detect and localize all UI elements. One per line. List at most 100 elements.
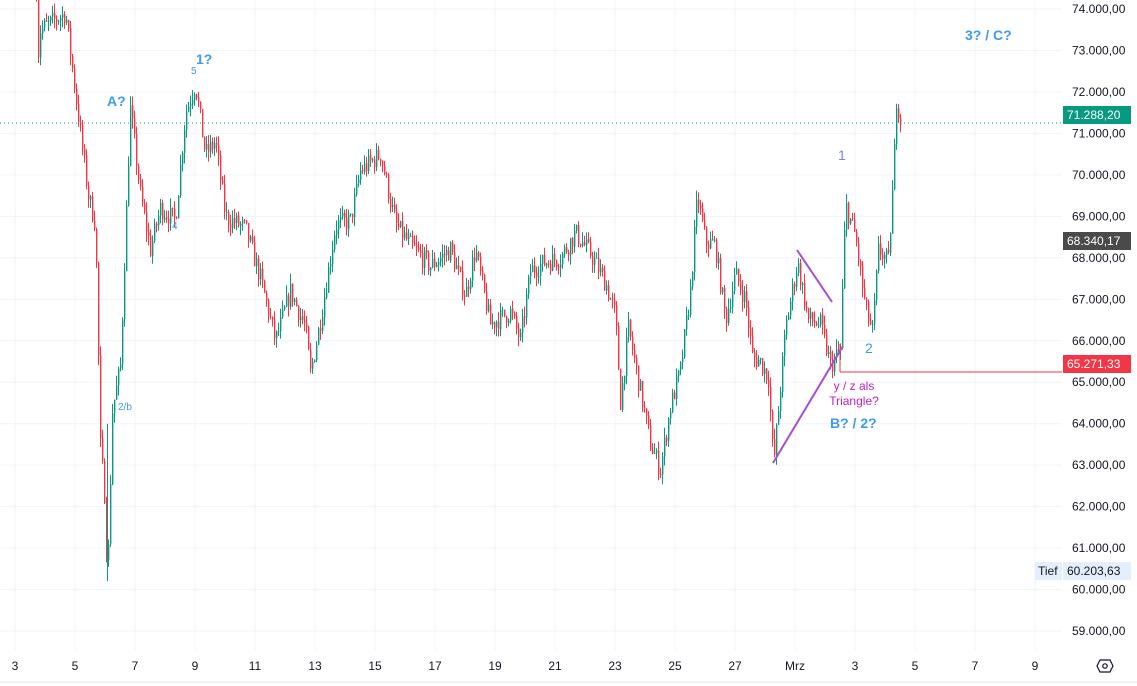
candle-down <box>88 185 90 200</box>
annotation-4[interactable]: 4 <box>172 221 178 232</box>
candle-up <box>330 263 332 267</box>
candle-up <box>192 99 194 104</box>
triangle-upper-line[interactable] <box>796 249 833 303</box>
candle-up <box>62 13 64 18</box>
annotation-a[interactable]: A? <box>107 93 126 109</box>
candle-up <box>48 20 50 22</box>
candle-down <box>266 292 268 301</box>
candle-down <box>220 155 222 180</box>
candle-down <box>870 320 872 325</box>
triangle-lower-line[interactable] <box>772 345 844 464</box>
candle-down <box>414 242 416 246</box>
candle-down <box>506 316 508 323</box>
candle-up <box>358 179 360 184</box>
candle-down <box>770 387 772 412</box>
candle-up <box>118 368 120 386</box>
annotation-5[interactable]: 5 <box>191 66 197 77</box>
candle-down <box>632 336 634 351</box>
candle-down <box>148 231 150 236</box>
candle-down <box>660 473 662 475</box>
candle-up <box>90 196 92 200</box>
settings-icon[interactable] <box>1096 658 1114 674</box>
candle-down <box>646 408 648 416</box>
candle-down <box>464 295 466 297</box>
candle-down <box>462 270 464 296</box>
candle-down <box>558 266 560 268</box>
annotation-note[interactable]: y / z als Triangle? <box>818 379 890 409</box>
annotation-1q[interactable]: 1? <box>196 51 213 67</box>
annotation-2b[interactable]: 2/b <box>118 402 132 413</box>
candle-up <box>210 141 212 152</box>
candle-down <box>144 203 146 213</box>
price-tick-label: 68.000,00 <box>1072 251 1126 265</box>
price-axis: 74.000,00 73.000,00 72.000,00 71.000,00 70.0… <box>1072 2 1126 638</box>
candle-down <box>344 212 346 218</box>
candle-up <box>686 315 688 330</box>
candle-up <box>112 413 114 484</box>
time-tick-label: Mrz <box>785 659 805 673</box>
candle-down <box>554 253 556 261</box>
candle-down <box>612 298 614 301</box>
candle-down <box>100 355 102 438</box>
candle-up <box>694 226 696 272</box>
candle-down <box>754 352 756 358</box>
candle-up <box>662 456 664 475</box>
time-tick-label: 13 <box>308 659 322 673</box>
candle-up <box>692 271 694 286</box>
annotation-2[interactable]: 2 <box>865 340 873 356</box>
candle-down <box>756 357 758 367</box>
candle-down <box>584 242 586 245</box>
candle-down <box>196 94 198 98</box>
candle-up <box>286 295 288 307</box>
candle-down <box>422 253 424 268</box>
candle-down <box>252 236 254 243</box>
candle-up <box>722 287 724 293</box>
time-tick-label: 7 <box>972 659 979 673</box>
candle-down <box>78 104 80 123</box>
candle-down <box>634 350 636 359</box>
price-tick-label: 61.000,00 <box>1072 541 1126 555</box>
candle-down <box>740 281 742 291</box>
candle-down <box>548 263 550 265</box>
candle-up <box>188 106 190 112</box>
candle-down <box>862 266 864 288</box>
candle-down <box>602 267 604 272</box>
candle-up <box>834 356 836 372</box>
candle-down <box>816 323 818 326</box>
candle-up <box>194 94 196 100</box>
time-tick-label: 17 <box>428 659 442 673</box>
candle-up <box>432 258 434 268</box>
candle-down <box>134 118 136 135</box>
annotation-b2[interactable]: B? / 2? <box>830 415 877 431</box>
candle-up <box>52 12 54 17</box>
candle-down <box>106 503 108 560</box>
candle-up <box>788 315 790 320</box>
candle-up <box>510 308 512 321</box>
candle-down <box>568 252 570 255</box>
candle-down <box>426 250 428 253</box>
candle-up <box>450 242 452 261</box>
candle-up <box>810 312 812 319</box>
candle-down <box>394 204 396 212</box>
candle-up <box>58 21 60 23</box>
candle-up <box>334 235 336 250</box>
annotation-1[interactable]: 1 <box>838 147 846 163</box>
candle-up <box>570 238 572 255</box>
candle-down <box>262 268 264 281</box>
candle-up <box>116 385 118 400</box>
candle-down <box>406 232 408 239</box>
candle-up <box>678 370 680 377</box>
candle-down <box>302 316 304 321</box>
candle-up <box>232 217 234 228</box>
candle-down <box>448 249 450 261</box>
candle-down <box>638 365 640 391</box>
candle-up <box>676 376 678 399</box>
candle-up <box>758 359 760 367</box>
candle-up <box>430 267 432 271</box>
candle-down <box>772 411 774 440</box>
candle-down <box>420 249 422 254</box>
candle-down <box>458 265 460 268</box>
candle-down <box>808 307 810 319</box>
annotation-3c[interactable]: 3? / C? <box>965 27 1012 43</box>
